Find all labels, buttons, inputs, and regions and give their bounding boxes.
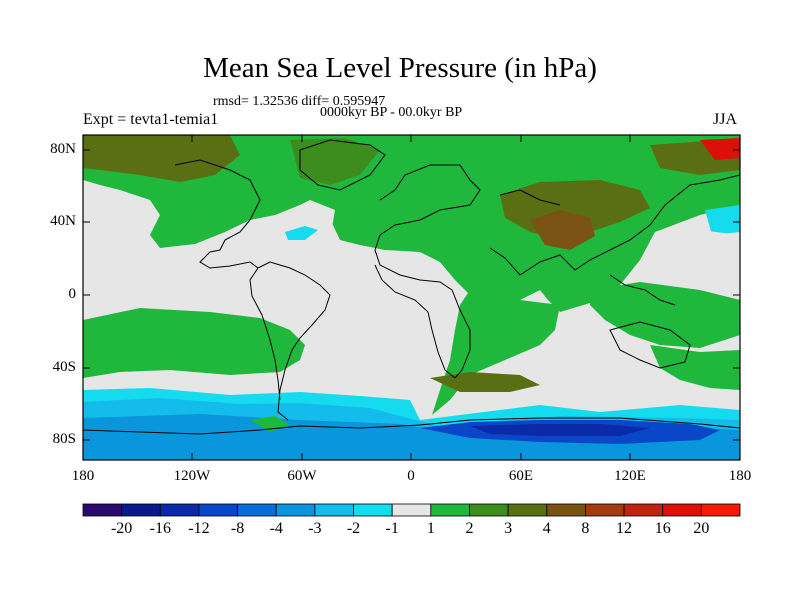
experiment-label: Expt = tevta1-temia1 xyxy=(83,111,219,128)
colorbar-swatch xyxy=(546,503,586,517)
map-field xyxy=(83,135,740,460)
colorbar-label: -20 xyxy=(110,520,133,537)
colorbar-label: 3 xyxy=(504,520,513,537)
map-title: Mean Sea Level Pressure (in hPa) xyxy=(203,52,597,84)
lat-label-40s: 40S xyxy=(52,359,76,375)
colorbar-swatch xyxy=(353,503,393,517)
colorbar-swatch xyxy=(121,503,161,517)
lon-label-180e: 180 xyxy=(728,468,752,484)
colorbar-swatch xyxy=(662,503,702,517)
colorbar-label: -1 xyxy=(385,520,399,537)
arctic-brown-region xyxy=(83,135,240,182)
colorbar-label: -2 xyxy=(346,520,361,537)
lon-label-60e: 60E xyxy=(508,468,534,484)
colorbar-swatch xyxy=(700,503,741,517)
colorbar-label: 2 xyxy=(465,520,474,537)
lon-label-120w: 120W xyxy=(173,468,211,484)
lon-label-180w: 180 xyxy=(71,468,95,484)
colorbar xyxy=(82,503,741,517)
period-line: 0000kyr BP - 00.0kyr BP xyxy=(320,105,463,120)
colorbar-label: 4 xyxy=(542,520,551,537)
coastlines xyxy=(83,139,740,435)
pacific-green-region xyxy=(590,282,740,348)
red-spot-region xyxy=(700,138,740,160)
season-label: JJA xyxy=(713,111,738,128)
north-pacific-cyan-region xyxy=(285,226,318,240)
south-green-region xyxy=(83,308,305,378)
north-green-region xyxy=(83,135,740,312)
colorbar-swatch xyxy=(237,503,277,517)
colorbar-swatch xyxy=(469,503,509,517)
colorbar-swatch xyxy=(198,503,238,517)
lat-label-40n: 40N xyxy=(50,213,76,229)
lat-label-0: 0 xyxy=(68,286,77,302)
tibet-brown-region xyxy=(530,210,595,250)
colorbar-swatch xyxy=(585,503,625,517)
lon-label-0: 0 xyxy=(407,468,415,484)
colorbar-label: -3 xyxy=(308,520,322,537)
pacific-gray-patch xyxy=(650,230,740,290)
colorbar-swatch xyxy=(275,503,316,517)
colorbar-label: 16 xyxy=(654,520,671,537)
lon-label-60w: 60W xyxy=(287,468,317,484)
africa-green-region xyxy=(432,290,560,415)
colorbar-swatch xyxy=(623,503,664,517)
lat-label-80s: 80S xyxy=(52,431,76,447)
stats-line: rmsd= 1.32536 diff= 0.595947 xyxy=(213,94,386,109)
colorbar-label: -12 xyxy=(188,520,210,537)
axis-ticks xyxy=(83,135,740,460)
colorbar-swatch xyxy=(391,503,432,517)
colorbar-label: 12 xyxy=(616,520,633,537)
colorbar-swatch xyxy=(314,503,354,517)
colorbar-label: -8 xyxy=(230,520,245,537)
greenland-brown-region xyxy=(290,138,380,185)
colorbar-swatch xyxy=(507,503,548,517)
colorbar-swatch xyxy=(430,503,470,517)
colorbar-swatch xyxy=(82,503,123,517)
colorbar-label: -4 xyxy=(269,520,283,537)
south-ocean-brown-region xyxy=(430,372,540,392)
colorbar-swatch xyxy=(159,503,200,517)
colorbar-label: 1 xyxy=(426,520,435,537)
colorbar-label: -16 xyxy=(149,520,171,537)
antarctic-darkblue-region xyxy=(470,424,650,436)
lat-label-80n: 80N xyxy=(50,141,76,157)
nw-pacific-cyan-region xyxy=(705,205,740,235)
southwest-green-region xyxy=(650,345,740,390)
colorbar-label: 8 xyxy=(581,520,590,537)
lon-label-120e: 120E xyxy=(614,468,646,484)
colorbar-label: 20 xyxy=(693,520,710,537)
